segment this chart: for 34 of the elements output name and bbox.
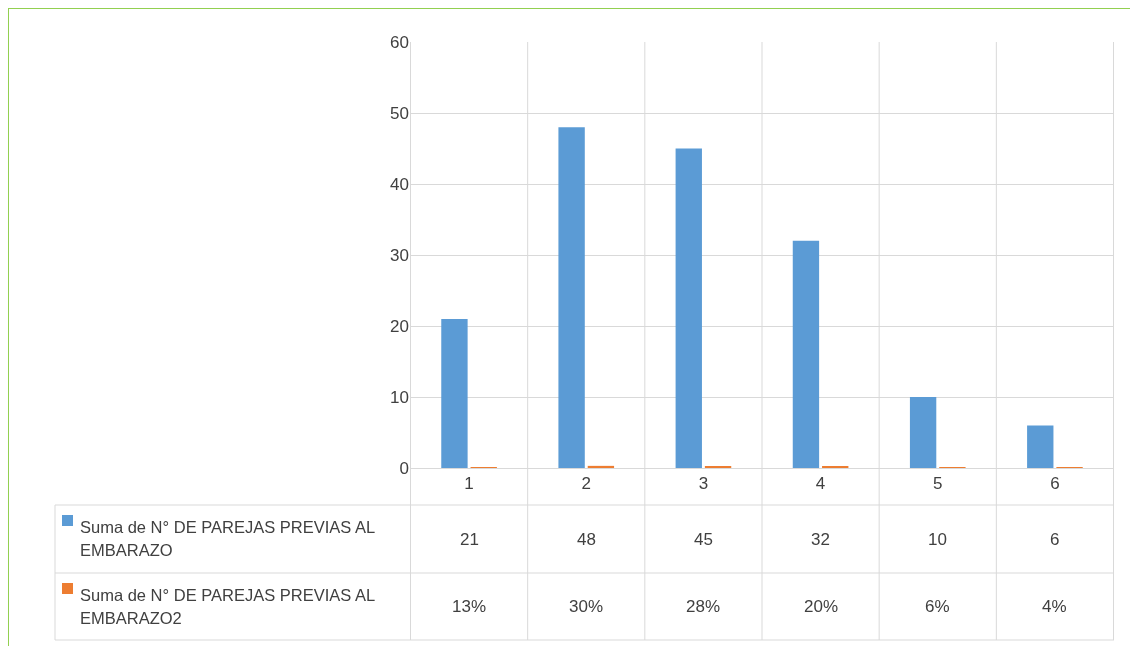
bar: [675, 148, 702, 468]
data-label: 32: [811, 530, 830, 549]
x-tick-label: 3: [698, 474, 709, 494]
bar: [587, 465, 615, 468]
data-label: 6: [1050, 530, 1060, 549]
bar: [792, 240, 820, 468]
y-tick-label: 40: [390, 174, 409, 194]
data-label: 21: [460, 530, 479, 549]
y-tick-label: 0: [399, 458, 409, 478]
bar: [1027, 425, 1054, 468]
data-label: 45: [694, 530, 713, 549]
x-tick-label: 1: [464, 474, 474, 494]
x-tick-label: 5: [933, 474, 943, 494]
x-tick-label: 4: [815, 474, 826, 494]
bar: [909, 397, 937, 468]
legend-label: Suma de N° DE PAREJAS PREVIAS AL EMBARAZO2: [80, 584, 376, 629]
y-tick-label: 30: [390, 245, 409, 265]
data-label: 20%: [804, 597, 839, 616]
data-label: 28%: [686, 597, 721, 616]
data-label: 10: [928, 530, 947, 549]
bar: [558, 127, 585, 468]
legend-label: Suma de N° DE PAREJAS PREVIAS AL EMBARAZO: [80, 517, 376, 561]
x-tick-label: 2: [581, 474, 591, 494]
data-label: 48: [577, 530, 596, 549]
data-label: 6%: [925, 597, 950, 616]
data-label: 13%: [452, 597, 487, 616]
x-tick-label: 6: [1050, 474, 1060, 494]
y-tick-label: 10: [390, 387, 409, 407]
bar: [441, 318, 468, 468]
y-tick-label: 50: [390, 103, 409, 123]
y-tick-label: 60: [390, 32, 409, 52]
data-label: 30%: [569, 597, 604, 616]
data-label: 4%: [1042, 597, 1067, 616]
y-tick-label: 20: [390, 316, 409, 336]
